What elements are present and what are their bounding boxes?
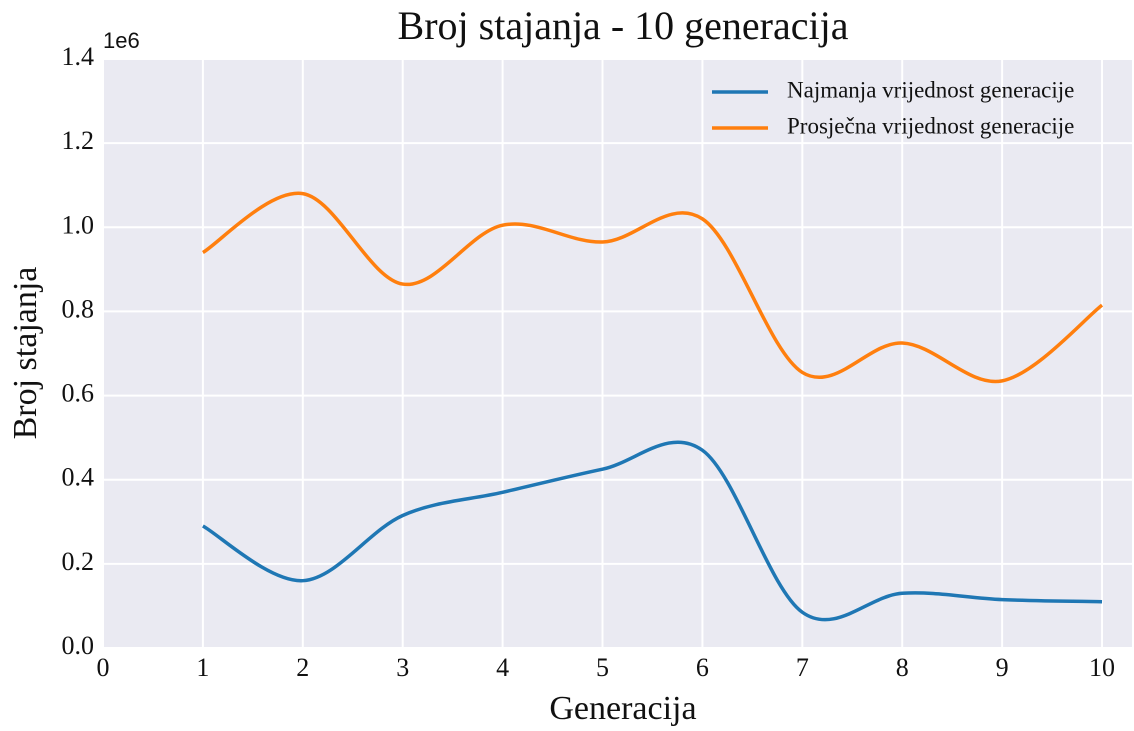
x-tick-label: 10	[1089, 653, 1115, 682]
x-tick-label: 5	[596, 653, 609, 682]
y-tick-label: 0.2	[62, 547, 95, 576]
y-tick-label: 0.0	[62, 631, 95, 660]
x-tick-label: 9	[996, 653, 1009, 682]
plot-area	[103, 59, 1132, 648]
line-series	[201, 191, 1104, 384]
y-tick-label: 1.0	[62, 210, 95, 239]
line-series	[202, 440, 1103, 622]
legend-label: Prosječna vrijednost generacije	[787, 113, 1074, 138]
x-axis-label: Generacija	[549, 690, 696, 727]
x-tick-label: 8	[896, 653, 909, 682]
y-tick-label: 0.8	[62, 294, 95, 323]
chart-title: Broj stajanja - 10 generacija	[398, 3, 849, 48]
x-tick-label: 2	[296, 653, 309, 682]
x-tick-label: 4	[496, 653, 509, 682]
x-tick-label: 3	[396, 653, 409, 682]
x-tick-label: 0	[97, 653, 110, 682]
x-tick-label: 1	[196, 653, 209, 682]
x-tick-label: 7	[796, 653, 809, 682]
x-tick-label: 6	[696, 653, 709, 682]
y-offset-label: 1e6	[103, 28, 140, 53]
y-tick-label: 0.6	[62, 379, 95, 408]
y-tick-label: 1.2	[62, 126, 95, 155]
y-axis-label: Broj stajanja	[7, 267, 44, 440]
y-tick-label: 1.4	[62, 42, 95, 71]
y-tick-label: 0.4	[62, 463, 95, 492]
legend-label: Najmanja vrijednost generacije	[787, 77, 1074, 102]
